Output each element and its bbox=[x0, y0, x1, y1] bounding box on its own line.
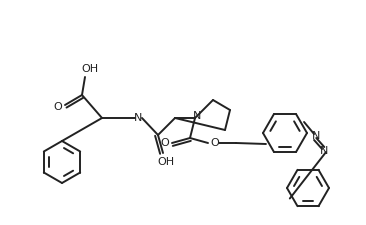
Text: O: O bbox=[210, 138, 219, 148]
Text: N: N bbox=[320, 146, 328, 156]
Text: OH: OH bbox=[82, 64, 98, 74]
Text: N: N bbox=[193, 111, 201, 121]
Text: N: N bbox=[312, 131, 320, 141]
Text: OH: OH bbox=[157, 157, 175, 167]
Text: N: N bbox=[134, 113, 142, 123]
Text: O: O bbox=[161, 138, 169, 148]
Text: O: O bbox=[54, 102, 62, 112]
